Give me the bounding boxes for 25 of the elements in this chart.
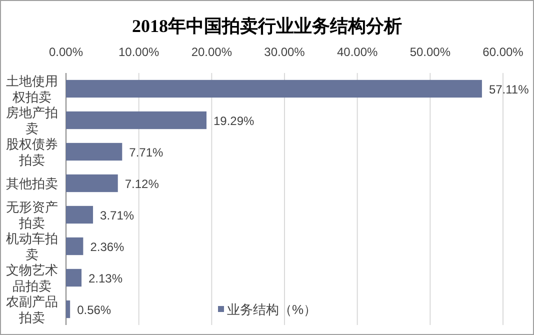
data-label: 3.71% [100, 208, 134, 222]
xtick: 0.00% [48, 45, 84, 59]
ytick: 农副产品拍卖 [6, 294, 58, 325]
data-label: 57.11% [488, 82, 529, 96]
ytick: 股权债券拍卖 [6, 136, 58, 168]
ytick: 无形资产拍卖 [6, 199, 58, 230]
title: 2018年中国拍卖行业业务结构分析 [132, 16, 402, 36]
xtick: 10.00% [118, 45, 160, 59]
ytick: 房地产拍卖 [6, 104, 58, 136]
data-label: 2.36% [90, 240, 124, 254]
legend: 业务结构（%） [227, 302, 317, 317]
ytick: 文物艺术品拍卖 [6, 262, 58, 294]
ytick: 其他拍卖 [6, 176, 58, 191]
data-label: 0.56% [77, 302, 112, 317]
xtick: 40.00% [336, 45, 378, 59]
xtick: 50.00% [410, 45, 451, 59]
xtick: 30.00% [264, 45, 305, 59]
ytick: 土地使用权拍卖 [6, 73, 58, 104]
data-label: 2.13% [88, 271, 123, 286]
data-label: 7.71% [129, 145, 164, 160]
xtick: 20.00% [191, 45, 232, 59]
data-label: 7.12% [124, 176, 159, 191]
ytick: 机动车拍卖 [6, 230, 58, 262]
data-label: 19.29% [214, 114, 254, 128]
xtick: 60.00% [482, 45, 524, 59]
